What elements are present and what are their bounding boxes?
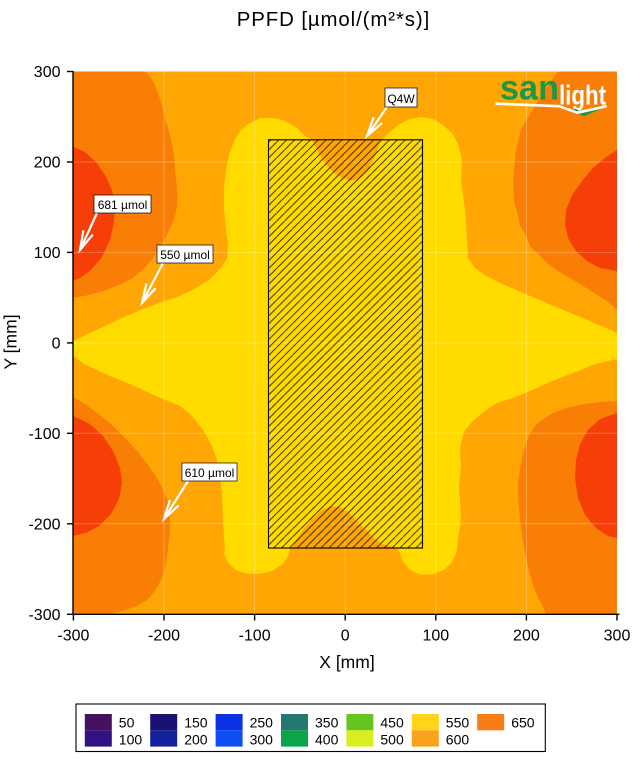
svg-text:-200: -200 bbox=[148, 628, 180, 645]
svg-text:500: 500 bbox=[380, 732, 404, 748]
svg-text:200: 200 bbox=[184, 732, 208, 748]
svg-text:-300: -300 bbox=[57, 628, 89, 645]
svg-text:200: 200 bbox=[513, 628, 540, 645]
svg-text:200: 200 bbox=[34, 155, 61, 172]
svg-text:Q4W: Q4W bbox=[387, 92, 415, 106]
svg-text:650: 650 bbox=[511, 714, 535, 730]
svg-text:300: 300 bbox=[34, 64, 61, 81]
svg-text:100: 100 bbox=[34, 245, 61, 262]
svg-text:Y [mm]: Y [mm] bbox=[1, 314, 21, 369]
svg-text:san: san bbox=[500, 69, 559, 108]
svg-text:450: 450 bbox=[380, 714, 404, 730]
svg-text:-200: -200 bbox=[28, 516, 60, 533]
svg-text:PPFD [µmol/(m²*s)]: PPFD [µmol/(m²*s)] bbox=[237, 9, 430, 31]
svg-text:550: 550 bbox=[446, 714, 470, 730]
svg-text:681 µmol: 681 µmol bbox=[98, 198, 148, 212]
svg-text:50: 50 bbox=[119, 714, 135, 730]
svg-text:X [mm]: X [mm] bbox=[319, 652, 374, 672]
svg-text:150: 150 bbox=[184, 714, 208, 730]
svg-text:610 µmol: 610 µmol bbox=[185, 466, 235, 480]
svg-text:100: 100 bbox=[119, 732, 143, 748]
svg-text:550 µmol: 550 µmol bbox=[160, 248, 210, 262]
svg-text:350: 350 bbox=[315, 714, 339, 730]
svg-text:0: 0 bbox=[341, 628, 350, 645]
svg-text:400: 400 bbox=[315, 732, 339, 748]
svg-text:600: 600 bbox=[446, 732, 470, 748]
svg-text:300: 300 bbox=[604, 628, 631, 645]
svg-text:250: 250 bbox=[250, 714, 274, 730]
svg-text:light: light bbox=[559, 80, 606, 111]
svg-text:-300: -300 bbox=[28, 607, 60, 624]
svg-text:300: 300 bbox=[250, 732, 274, 748]
svg-text:100: 100 bbox=[422, 628, 449, 645]
svg-text:-100: -100 bbox=[28, 426, 60, 443]
svg-text:0: 0 bbox=[52, 336, 61, 353]
svg-text:-100: -100 bbox=[239, 628, 271, 645]
